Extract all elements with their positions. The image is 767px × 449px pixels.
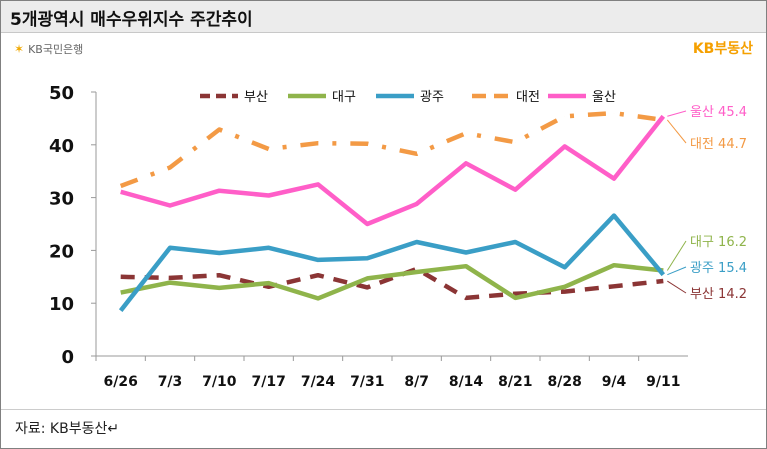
brand-label: KB부동산 bbox=[692, 41, 753, 57]
y-tick-label: 30 bbox=[49, 189, 74, 210]
x-tick-label: 7/24 bbox=[301, 374, 336, 390]
series-line-0 bbox=[120, 266, 664, 301]
end-label: 대전 44.7 bbox=[690, 137, 747, 152]
x-tick-label: 7/31 bbox=[350, 374, 384, 390]
x-tick-label: 7/10 bbox=[202, 374, 237, 390]
x-tick-label: 9/4 bbox=[602, 374, 627, 390]
x-tick-label: 8/28 bbox=[547, 374, 581, 390]
end-label: 대구 16.2 bbox=[690, 235, 747, 250]
legend-label: 울산 bbox=[592, 90, 616, 105]
end-label-leader bbox=[667, 266, 687, 276]
x-tick-label: 7/17 bbox=[251, 374, 285, 390]
end-label-leader bbox=[666, 119, 687, 144]
y-tick-label: 50 bbox=[49, 83, 74, 104]
x-tick-label: 6/26 bbox=[103, 374, 137, 390]
x-tick-label: 8/14 bbox=[449, 374, 484, 390]
y-tick-label: 0 bbox=[61, 347, 74, 368]
end-label: 울산 45.4 bbox=[690, 105, 747, 120]
legend-label: 광주 bbox=[420, 90, 444, 105]
y-tick-label: 10 bbox=[49, 294, 74, 315]
end-label-leader bbox=[667, 110, 687, 117]
series-line-2 bbox=[118, 213, 666, 312]
x-tick-label: 8/21 bbox=[498, 374, 532, 390]
source-note: 자료: KB부동산↵ bbox=[15, 421, 120, 437]
x-tick-label: 7/3 bbox=[158, 374, 183, 390]
y-tick-label: 40 bbox=[49, 136, 74, 157]
x-tick-label: 9/11 bbox=[646, 374, 680, 390]
end-label: 부산 14.2 bbox=[690, 287, 747, 302]
end-label: 광주 15.4 bbox=[690, 261, 747, 276]
series-line-4 bbox=[120, 114, 666, 227]
kb-bank-logo: ✶ KB국민은행 bbox=[14, 41, 83, 57]
kb-star-icon: ✶ bbox=[14, 42, 25, 56]
footer-divider bbox=[1, 409, 766, 410]
x-tick-label: 8/7 bbox=[404, 374, 429, 390]
legend-label: 부산 bbox=[244, 90, 268, 105]
legend-label: 대구 bbox=[332, 90, 356, 105]
series-line-3 bbox=[119, 110, 664, 189]
legend-label: 대전 bbox=[516, 90, 540, 105]
end-label-leader bbox=[667, 280, 687, 294]
kb-bank-logo-text: KB국민은행 bbox=[28, 43, 84, 56]
title-bar: 5개광역시 매수우위지수 주간추이 bbox=[1, 1, 766, 33]
end-label-leader bbox=[666, 240, 687, 271]
chart-title: 5개광역시 매수우위지수 주간추이 bbox=[10, 10, 253, 30]
y-tick-label: 20 bbox=[49, 241, 74, 262]
series-line-1 bbox=[120, 262, 664, 301]
